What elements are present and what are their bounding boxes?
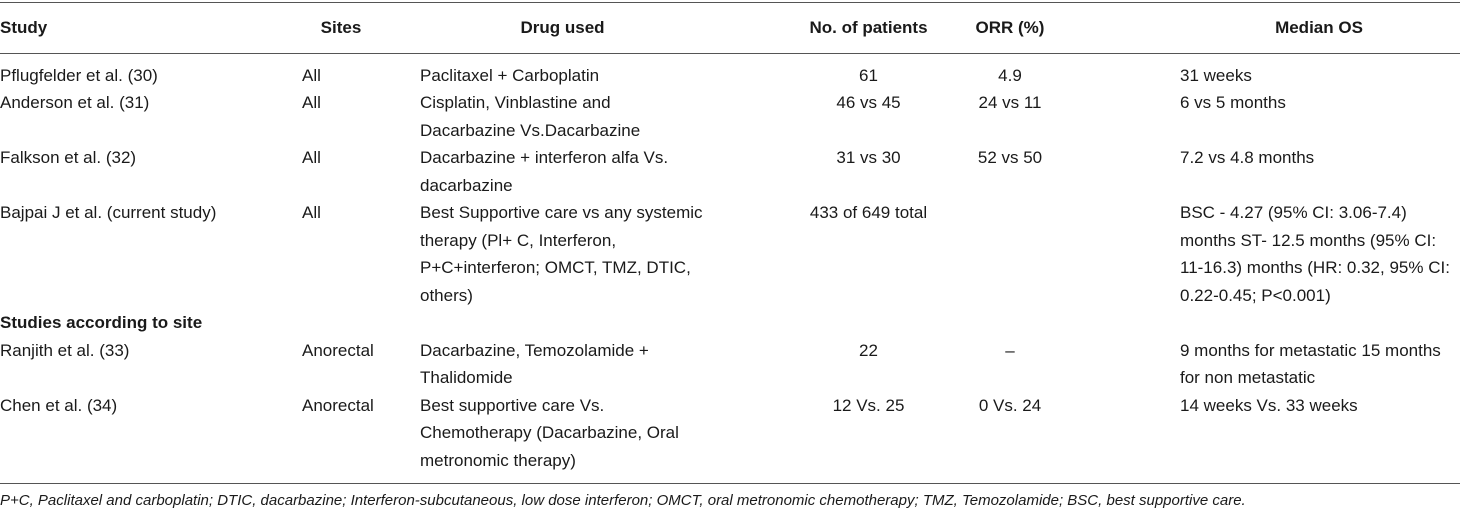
table-cell: Falkson et al. (32) xyxy=(0,148,137,167)
column-header: Sites xyxy=(300,2,420,54)
table-cell: 0 Vs. 24 xyxy=(960,391,1180,484)
table-cell: 9 months for metastatic 15 months for no… xyxy=(1180,340,1441,388)
table-row: Falkson et al. (32) All Dacarbazine + inte… xyxy=(0,144,1460,199)
table-cell: 24 vs 11 xyxy=(978,93,1042,112)
table-cell: All xyxy=(302,93,321,112)
table-cell: All xyxy=(302,203,321,222)
table-cell: 46 vs 45 xyxy=(836,93,901,112)
column-header: Median OS xyxy=(1180,2,1460,54)
table-cell: – xyxy=(1005,340,1015,360)
table-cell: Dacarbazine + interferon alfa Vs. dacarb… xyxy=(420,148,669,195)
column-header: Study xyxy=(0,2,300,54)
column-header: No. of patients xyxy=(745,2,960,54)
table-cell: Anderson et al. (31) xyxy=(0,93,150,112)
footnote: P+C, Paclitaxel and carboplatin; DTIC, d… xyxy=(0,492,1246,509)
table-cell: 6 vs 5 months xyxy=(1180,93,1286,112)
table-row: Pflugfelder et al. (30) All Paclitaxel + C… xyxy=(0,53,1460,89)
table-cell: Cisplatin, Vinblastine and Dacarbazine V… xyxy=(420,93,641,140)
table-cell: Pflugfelder et al. (30) xyxy=(0,65,158,85)
table-cell: Dacarbazine, Temozolamide + Thalidomide xyxy=(420,340,649,388)
table-cell: BSC - 4.27 (95% CI: 3.06-7.4) months ST-… xyxy=(1180,203,1450,305)
table-cell: 433 of 649 total xyxy=(809,203,928,222)
table-cell: 22 xyxy=(859,340,878,360)
table-cell: Ranjith et al. (33) xyxy=(0,340,130,360)
section-row: Studies according to site xyxy=(0,309,1460,337)
table-row: Bajpai J et al. (current study) All Best S… xyxy=(0,199,1460,309)
data-table: Study Sites Drug used No. of patients ORR (%… xyxy=(0,2,1460,484)
table-cell: 14 weeks Vs. 33 weeks xyxy=(1180,391,1460,484)
table-row: Chen et al. (34) Anorectal Best supportive… xyxy=(0,391,1460,484)
table-cell xyxy=(960,199,1180,309)
table-cell: All xyxy=(302,65,321,85)
table-cell: Bajpai J et al. (current study) xyxy=(0,203,217,222)
table-row: Anderson et al. (31) All Cisplatin, Vinbla… xyxy=(0,89,1460,144)
table-cell: 4.9 xyxy=(998,65,1022,85)
table-cell: 7.2 vs 4.8 months xyxy=(1180,148,1315,167)
table-cell: All xyxy=(302,148,321,167)
table-body: Pflugfelder et al. (30) All Paclitaxel + C… xyxy=(0,53,1460,484)
table-cell: Paclitaxel + Carboplatin xyxy=(420,65,600,85)
table-cell: 12 Vs. 25 xyxy=(745,391,960,484)
table-cell: 61 xyxy=(859,65,878,85)
table-row: Ranjith et al. (33) Anorectal Dacarbazine,… xyxy=(0,337,1460,392)
table-cell: Best Supportive care vs any systemic the… xyxy=(420,203,703,305)
table-cell: Anorectal xyxy=(300,391,420,484)
column-header: ORR (%) xyxy=(960,2,1180,54)
header-row: Study Sites Drug used No. of patients ORR (%… xyxy=(0,2,1460,54)
table-cell: Anorectal xyxy=(302,340,374,360)
table-cell: Best supportive care Vs. Chemotherapy (D… xyxy=(420,391,745,484)
table-cell: Chen et al. (34) xyxy=(0,391,300,484)
table-cell: 31 vs 30 xyxy=(836,148,901,167)
table-cell: 52 vs 50 xyxy=(977,148,1043,167)
column-header: Drug used xyxy=(420,2,745,54)
table-cell: 31 weeks xyxy=(1180,65,1252,85)
section-heading: Studies according to site xyxy=(0,313,203,332)
